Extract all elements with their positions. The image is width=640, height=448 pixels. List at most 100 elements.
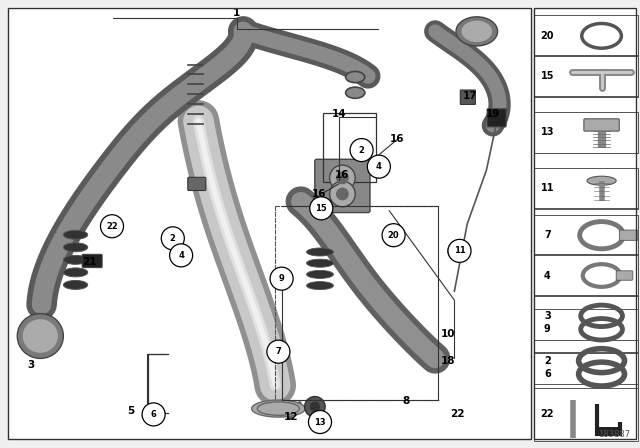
Text: 17: 17 [463,91,477,101]
Ellipse shape [63,280,88,289]
FancyBboxPatch shape [188,177,206,190]
Text: 1: 1 [233,9,241,18]
Ellipse shape [63,255,88,264]
Circle shape [100,215,124,238]
Circle shape [308,410,332,434]
Bar [8,7,531,439]
Circle shape [267,340,290,363]
Text: 21: 21 [83,257,97,267]
Text: 11: 11 [454,246,465,255]
Text: 9: 9 [279,274,284,283]
Bar [534,56,638,97]
Bar [534,215,638,256]
Circle shape [305,396,325,417]
Text: 22: 22 [541,409,554,419]
Text: 9: 9 [544,324,550,334]
Text: 2: 2 [358,146,365,155]
Text: 22: 22 [106,222,118,231]
FancyBboxPatch shape [620,230,638,240]
Text: 8: 8 [403,396,410,406]
FancyBboxPatch shape [82,254,102,267]
Ellipse shape [307,281,333,289]
Bar [534,112,638,153]
Circle shape [336,188,349,200]
Text: 4: 4 [376,162,382,171]
Text: 15: 15 [316,204,327,213]
Text: 10: 10 [441,329,455,339]
Ellipse shape [587,176,616,185]
Text: 16: 16 [335,170,349,180]
Text: 4: 4 [178,251,184,260]
Ellipse shape [346,71,365,83]
Ellipse shape [63,243,88,252]
Circle shape [350,138,373,162]
FancyBboxPatch shape [616,271,633,280]
Text: 5: 5 [127,406,135,416]
FancyBboxPatch shape [584,119,620,131]
FancyBboxPatch shape [315,159,370,212]
Circle shape [310,402,320,412]
Ellipse shape [346,87,365,99]
Circle shape [330,181,355,207]
Text: 6: 6 [544,369,550,379]
FancyBboxPatch shape [460,90,476,104]
Ellipse shape [17,314,63,358]
Text: 6: 6 [150,410,157,419]
Text: 16: 16 [312,189,326,198]
FancyBboxPatch shape [487,109,506,127]
Ellipse shape [307,248,333,256]
Bar [534,388,638,441]
Text: 20: 20 [388,231,399,240]
Text: 7: 7 [276,347,281,356]
Bar [534,168,638,209]
Bar [534,353,638,395]
Circle shape [336,172,349,184]
Text: 13: 13 [541,127,554,137]
Bar [323,113,376,182]
Bar [534,340,638,381]
Text: 13: 13 [314,418,326,426]
Ellipse shape [257,402,300,415]
Circle shape [382,224,405,247]
Ellipse shape [307,270,333,278]
Bar [534,309,638,350]
Text: 19: 19 [486,109,500,119]
Circle shape [170,244,193,267]
Text: 18: 18 [441,356,455,366]
Bar [534,7,638,439]
Text: 16: 16 [390,134,404,144]
Text: 15: 15 [541,71,554,81]
Bar [534,15,638,56]
Text: 22: 22 [451,409,465,419]
Polygon shape [597,427,620,434]
Ellipse shape [456,17,498,46]
Ellipse shape [63,230,88,239]
Ellipse shape [23,319,58,353]
Text: 4: 4 [544,271,550,280]
Circle shape [310,197,333,220]
Text: 11: 11 [541,183,554,193]
Ellipse shape [307,259,333,267]
Ellipse shape [252,400,305,417]
Circle shape [142,403,165,426]
Bar [534,255,638,296]
Text: 183887: 183887 [598,430,630,439]
Circle shape [330,165,355,191]
Text: 2: 2 [544,356,550,366]
Bar [534,8,636,439]
Text: 12: 12 [284,412,298,422]
Circle shape [448,239,471,263]
Bar [534,295,638,336]
Circle shape [161,227,184,250]
Circle shape [270,267,293,290]
Text: 20: 20 [541,31,554,41]
Text: 7: 7 [544,230,550,240]
Text: 14: 14 [332,109,346,119]
Text: 3: 3 [27,360,35,370]
Bar [8,8,531,439]
Ellipse shape [461,21,492,42]
Circle shape [367,155,390,178]
Text: 2: 2 [170,234,176,243]
Text: 3: 3 [544,311,550,321]
Ellipse shape [63,268,88,277]
